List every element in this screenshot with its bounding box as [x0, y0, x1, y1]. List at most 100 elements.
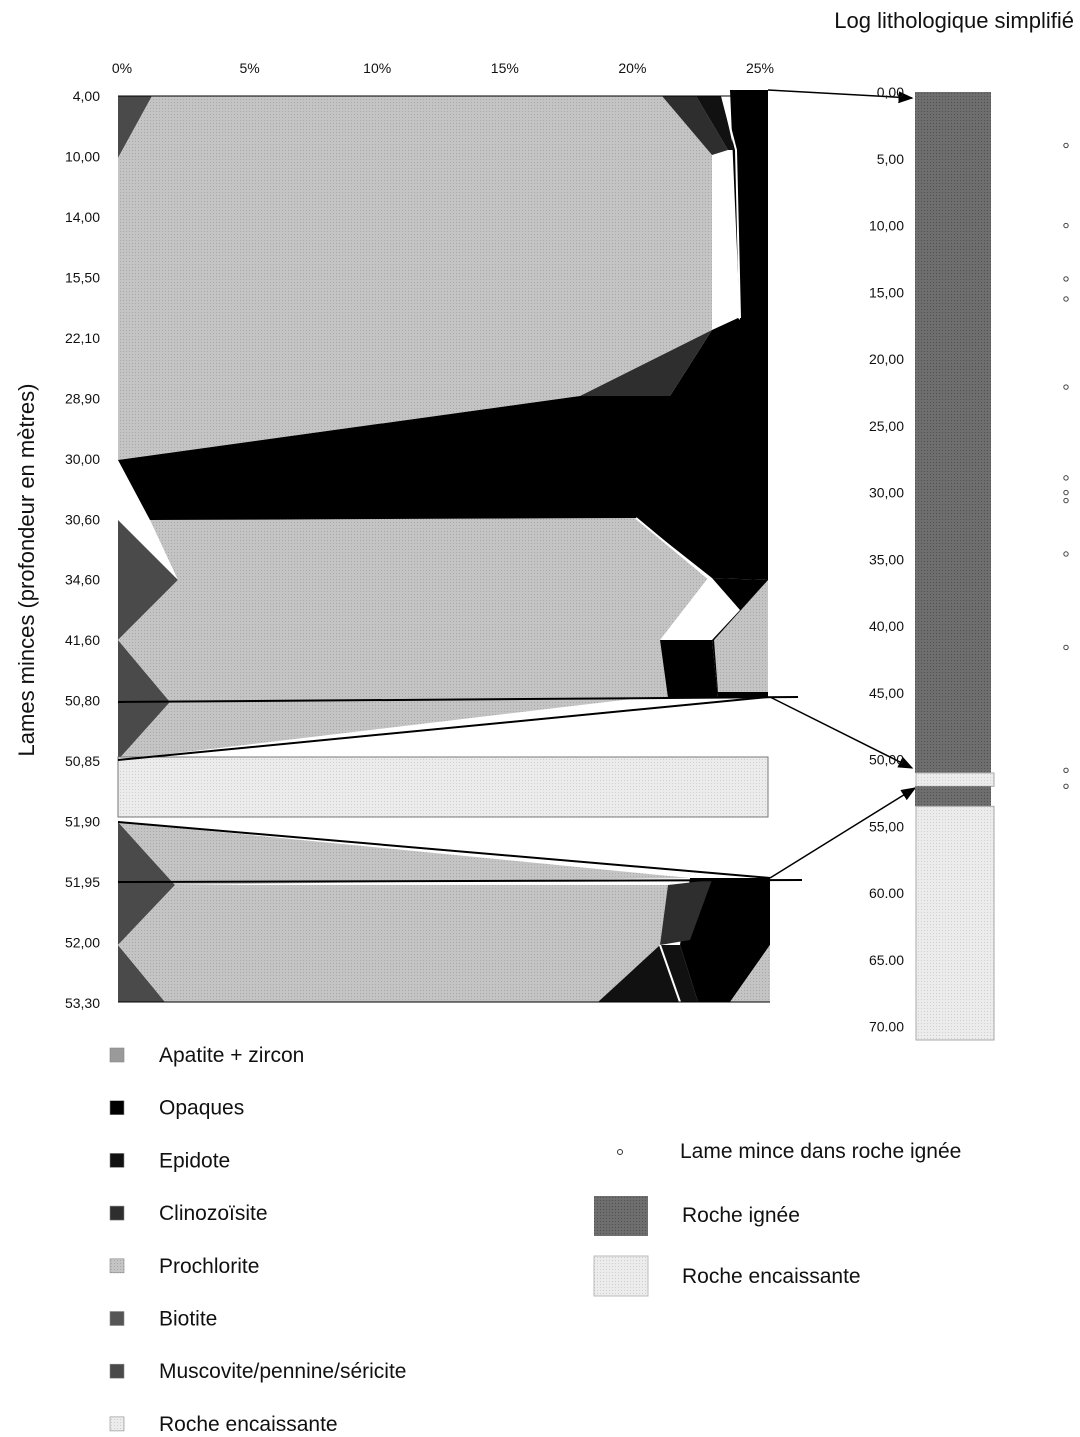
- sample-circle-icon: [617, 1149, 623, 1155]
- y-tick-label: 41,60: [65, 632, 100, 648]
- x-tick-label: 25%: [746, 60, 774, 76]
- line-boundary-lower: [659, 944, 681, 1003]
- sample-marker-icon: [1063, 222, 1069, 229]
- legend-swatch: [109, 1311, 125, 1326]
- area-clinozoisite-28: [580, 330, 712, 396]
- log-segment-roche-encaissante: [915, 772, 995, 787]
- line-wedge-51-90: [117, 821, 771, 879]
- sample-marker-icon: [1063, 551, 1069, 557]
- legend-swatch: [109, 1205, 125, 1221]
- y-axis-ticks: 4,00 10,00 14,00 15,50 22,10 28,90 30,00 30,60 3…: [65, 88, 100, 1011]
- legend-label: Prochlorite: [159, 1255, 259, 1278]
- y-tick-label: 34,60: [65, 572, 100, 588]
- area-biotite-41: [118, 640, 170, 760]
- area-prochlorite-middle: [118, 518, 708, 702]
- log-depth-label: 10,00: [869, 218, 904, 234]
- sample-marker-icon: [1063, 783, 1069, 790]
- legend-swatch: [109, 1100, 125, 1115]
- line-wedge-50-85: [117, 696, 769, 761]
- y-tick-label: 15,50: [65, 269, 100, 285]
- log-segments: [915, 92, 995, 1041]
- legend-label: Clinozoïsite: [159, 1202, 268, 1225]
- legend-sample-label: Lame mince dans roche ignée: [680, 1140, 961, 1163]
- connector-arrows: [767, 89, 917, 879]
- line-boundary-middle: [635, 517, 709, 579]
- sample-marker-icon: [1063, 384, 1069, 390]
- x-tick-label: 20%: [618, 60, 646, 76]
- y-tick-label: 51,95: [65, 874, 100, 890]
- area-prochlorite-lower1: [118, 822, 690, 885]
- sample-marker-icon: [1063, 489, 1069, 496]
- arrow-bottom: [769, 787, 917, 879]
- log-segment-roche-encaissante: [915, 805, 995, 1041]
- y-axis-label: Lames minces (profondeur en mètres): [14, 384, 39, 757]
- log-title: Log lithologique simplifié: [834, 8, 1074, 33]
- log-segment-roche-ignee: [915, 786, 991, 807]
- stacked-area-chart: 0% 5% 10% 15% 20% 25% 4,00 10,00 14,00 15,50 22,1…: [14, 60, 803, 1011]
- area-biotite-51: [118, 822, 175, 1002]
- log-depth-label: 50,00: [869, 752, 904, 768]
- log-segment-roche-ignee: [915, 92, 991, 773]
- log-depth-ticks: 0,00 5,00 10,00 15,00 20,00 25,00 30,00 35,00 40…: [869, 84, 904, 1035]
- y-tick-label: 50,85: [65, 753, 100, 769]
- area-opaques-upper: [118, 90, 768, 580]
- legend-swatch: [109, 1047, 125, 1063]
- y-tick-label: 30,60: [65, 511, 100, 527]
- legend-label: Apatite + zircon: [159, 1044, 304, 1067]
- legend-label: Biotite: [159, 1308, 217, 1331]
- log-depth-label: 35,00: [869, 551, 904, 567]
- log-depth-label: 5,00: [877, 151, 904, 167]
- x-tick-label: 0%: [112, 60, 132, 76]
- log-depth-label: 15,00: [869, 284, 904, 300]
- y-tick-label: 28,90: [65, 390, 100, 406]
- log-depth-label: 20,00: [869, 351, 904, 367]
- y-tick-label: 10,00: [65, 148, 100, 164]
- sample-marker-icon: [1063, 142, 1069, 149]
- legend-swatch: [109, 1363, 125, 1379]
- legend-roche-ignee-swatch: [594, 1196, 648, 1236]
- y-tick-label: 51,90: [65, 814, 100, 830]
- area-prochlorite-lower2: [118, 885, 668, 1002]
- lithology-legend: Lame mince dans roche ignée Roche ignée …: [593, 1140, 961, 1297]
- sample-marker-icon: [1063, 276, 1069, 282]
- log-depth-label: 40,00: [869, 618, 904, 634]
- legend-label: Opaques: [159, 1097, 244, 1120]
- legend-swatch: [109, 1153, 125, 1168]
- log-depth-label: 65.00: [869, 952, 904, 968]
- area-prochlorite-upper: [118, 96, 712, 460]
- sample-marker-icon: [1063, 644, 1069, 651]
- area-prochlorite-thin: [118, 698, 640, 760]
- area-epidote-lower: [598, 945, 698, 1002]
- lithological-log: Log lithologique simplifié 0,00 5,00 10,00…: [834, 8, 1074, 1041]
- legend-swatch: [109, 1416, 125, 1432]
- legend-roche-encaissante-label: Roche encaissante: [682, 1265, 861, 1288]
- log-sample-markers: [1063, 142, 1069, 790]
- legend-swatch: [109, 1258, 125, 1274]
- log-depth-label: 55,00: [869, 818, 904, 834]
- area-opaques-middle: [660, 640, 718, 698]
- log-depth-label: 30,00: [869, 485, 904, 501]
- y-tick-label: 14,00: [65, 209, 100, 225]
- arrow-middle: [769, 696, 914, 769]
- legend-label: Epidote: [159, 1149, 230, 1172]
- x-tick-label: 10%: [363, 60, 391, 76]
- line-boundary-top: [721, 95, 741, 319]
- mineral-legend: Apatite + zircon Opaques Epidote Clinozoïsi…: [109, 1044, 406, 1436]
- arrow-top: [767, 89, 914, 104]
- line-wedge-51-95: [117, 879, 803, 883]
- sample-marker-icon: [1063, 497, 1069, 504]
- legend-roche-ignee-label: Roche ignée: [682, 1204, 800, 1227]
- area-roche-encaissante: [117, 756, 769, 818]
- legend-label: Roche encaissante: [159, 1413, 338, 1436]
- area-clinozoisite-lower: [660, 880, 712, 945]
- legend-roche-encaissante-swatch: [593, 1255, 649, 1297]
- log-depth-label: 0,00: [877, 84, 904, 100]
- y-tick-label: 30,00: [65, 451, 100, 467]
- log-depth-label: 60.00: [869, 885, 904, 901]
- x-tick-label: 15%: [491, 60, 519, 76]
- log-depth-label: 25,00: [869, 418, 904, 434]
- log-depth-label: 45,00: [869, 685, 904, 701]
- y-tick-label: 22,10: [65, 330, 100, 346]
- y-tick-label: 50,80: [65, 693, 100, 709]
